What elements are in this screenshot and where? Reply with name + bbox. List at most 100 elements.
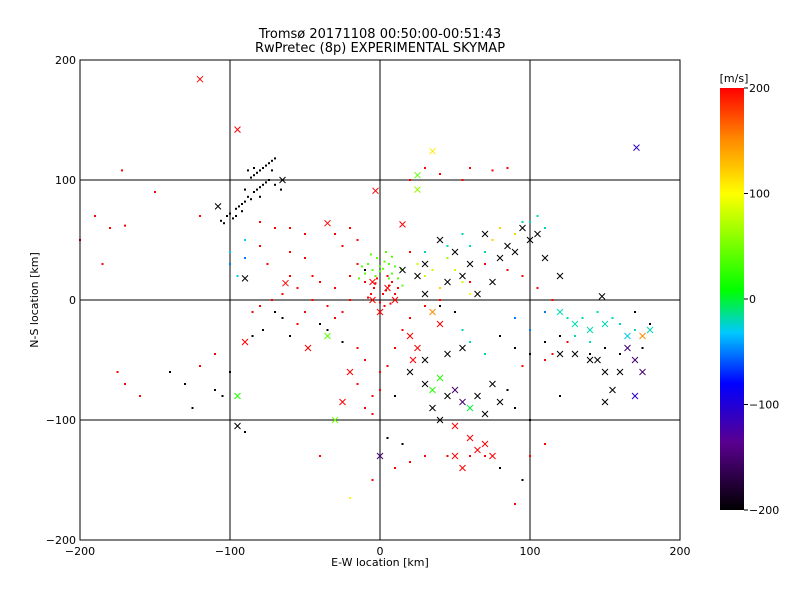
data-point-dot (319, 323, 321, 325)
data-point-dot (521, 221, 524, 223)
data-point-dot (544, 443, 546, 445)
data-point-cross (372, 187, 379, 195)
data-point-dot (446, 455, 449, 457)
data-point-dot (370, 293, 372, 295)
data-point-cross (504, 242, 511, 250)
data-point-cross (234, 126, 241, 133)
data-point-dot (271, 169, 273, 172)
data-point-dot (382, 267, 384, 270)
data-point-cross (459, 398, 466, 406)
data-point-dot (469, 455, 471, 457)
data-point-cross (196, 75, 204, 83)
data-point-dot (259, 169, 261, 172)
data-point-dot (265, 181, 267, 184)
data-point-dot (383, 260, 386, 263)
data-point-dot (401, 443, 404, 445)
data-point-dot (619, 323, 621, 325)
data-point-dot (244, 239, 246, 241)
data-point-dot (409, 317, 411, 319)
data-point-dot (367, 263, 369, 265)
data-point-dot (461, 329, 464, 331)
data-point-dot (341, 245, 344, 247)
data-point-dot (281, 293, 284, 295)
data-point-dot (241, 210, 243, 213)
data-point-cross (601, 398, 609, 406)
data-point-cross (571, 320, 579, 328)
data-point-dot (386, 437, 389, 439)
data-point-dot (229, 251, 231, 253)
data-point-dot (364, 269, 366, 271)
y-axis: −200 −100 0 100 200 (46, 54, 86, 547)
data-point-cross (609, 386, 616, 394)
data-point-dot (349, 227, 351, 229)
data-point-cross (421, 260, 429, 268)
colorbar-tick-label: 100 (749, 188, 770, 201)
data-point-dot (484, 353, 486, 355)
data-point-dot (280, 188, 282, 191)
data-point-dot (319, 455, 321, 457)
data-point-dot (461, 233, 464, 235)
data-point-dot (341, 311, 344, 313)
data-point-dot (184, 383, 186, 385)
data-point-cross (586, 356, 594, 364)
data-point-dot (484, 251, 486, 253)
data-point-dot (469, 167, 471, 169)
data-point-dot (259, 186, 261, 189)
x-axis: −200 −100 0 100 200 (65, 534, 691, 558)
data-point-cross (633, 144, 640, 151)
data-point-dot (373, 287, 375, 289)
data-point-dot (439, 173, 441, 175)
data-point-cross (421, 356, 429, 364)
data-point-dot (250, 176, 252, 179)
data-point-dot (139, 395, 141, 397)
data-point-cross (331, 416, 339, 424)
data-point-dot (221, 395, 224, 397)
data-point-dot (244, 431, 246, 433)
data-point-dot (446, 245, 449, 247)
data-point-dot (341, 341, 344, 343)
data-point-cross (414, 186, 421, 193)
data-point-cross (279, 176, 286, 184)
data-point-cross (639, 368, 646, 376)
data-point-dot (394, 265, 396, 268)
data-point-cross (376, 308, 384, 316)
data-point-cross (466, 434, 474, 442)
data-point-dot (469, 293, 471, 295)
data-point-dot (274, 157, 276, 160)
data-point-dot (536, 287, 539, 289)
data-points (79, 75, 654, 505)
data-point-dot (491, 169, 494, 172)
data-point-dot (311, 275, 314, 277)
data-point-dot (431, 269, 434, 271)
data-point-dot (226, 215, 228, 217)
data-point-dot (356, 239, 359, 241)
data-point-dot (529, 221, 531, 223)
data-point-cross (444, 350, 451, 358)
data-point-dot (424, 251, 426, 253)
data-point-cross (601, 320, 609, 328)
data-point-dot (529, 353, 531, 355)
data-point-dot (529, 419, 531, 421)
data-point-dot (469, 341, 471, 343)
data-point-dot (259, 221, 261, 223)
data-point-dot (253, 174, 255, 177)
data-point-dot (94, 215, 96, 217)
data-point-cross (459, 344, 466, 352)
data-point-dot (364, 359, 366, 361)
colorbar-tick-label: 200 (749, 82, 770, 95)
data-point-cross (481, 230, 489, 238)
data-point-dot (268, 162, 270, 165)
data-point-dot (469, 245, 471, 247)
data-point-dot (514, 407, 516, 409)
data-point-dot (521, 479, 524, 481)
data-point-dot (262, 167, 264, 169)
data-point-dot (311, 299, 314, 301)
colorbar: [m/s] 200 100 0 −100 −200 (720, 72, 780, 517)
data-point-dot (379, 389, 381, 391)
data-point-dot (424, 305, 426, 307)
data-point-dot (506, 389, 509, 391)
data-point-dot (424, 455, 426, 457)
data-point-cross (241, 275, 249, 282)
data-point-dot (379, 265, 381, 268)
